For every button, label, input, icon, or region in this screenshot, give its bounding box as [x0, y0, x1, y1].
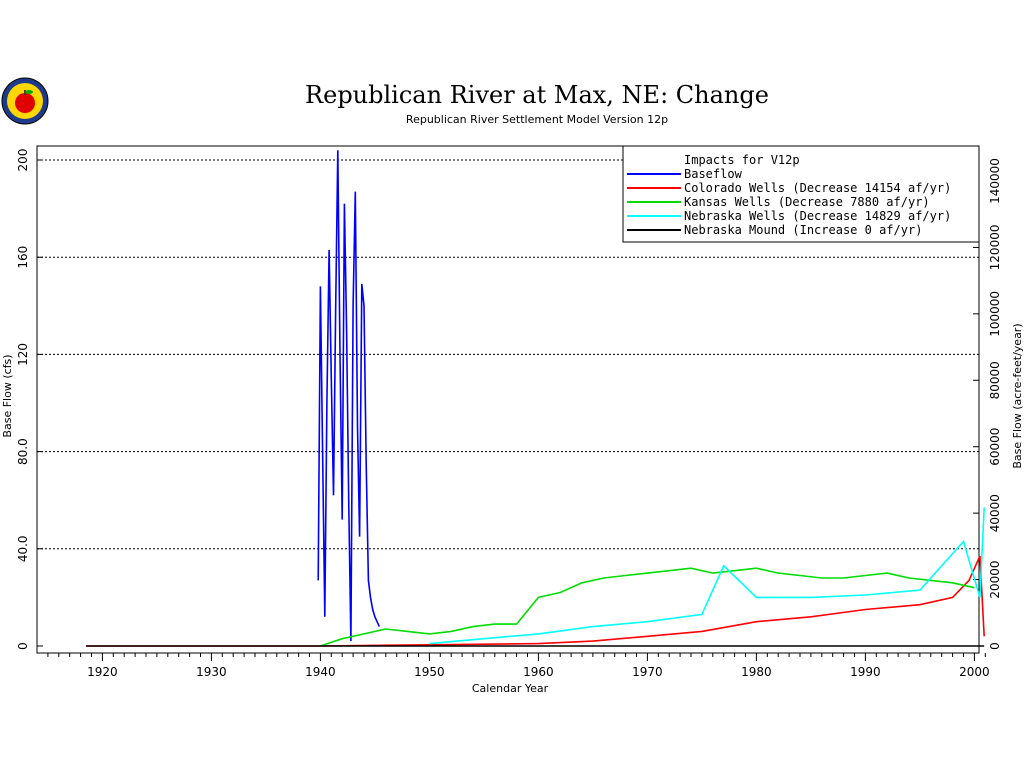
- legend-entry-label: Nebraska Wells (Decrease 14829 af/yr): [684, 209, 951, 223]
- legend-entry-label: Baseflow: [684, 167, 743, 181]
- y2-axis-label: Base Flow (acre-feet/year): [1011, 323, 1024, 468]
- y2-tick-label: 60000: [988, 428, 1002, 466]
- x-tick-label: 1950: [414, 665, 445, 679]
- y2-tick-label: 140000: [988, 158, 1002, 204]
- y2-tick-label: 0: [988, 642, 1002, 650]
- x-axis-label: Calendar Year: [472, 682, 549, 695]
- x-tick-label: 1930: [196, 665, 227, 679]
- plot-area: [36, 145, 980, 654]
- x-tick-label: 1960: [523, 665, 554, 679]
- series-line-baseflow: [317, 150, 381, 642]
- y-tick-label: 120: [16, 343, 30, 366]
- y-tick-label: 0: [16, 642, 30, 650]
- y-tick-label: 40.0: [16, 535, 30, 562]
- chart-title: Republican River at Max, NE: Change: [305, 81, 769, 109]
- legend-entry-label: Kansas Wells (Decrease 7880 af/yr): [684, 195, 930, 209]
- x-tick-label: 1970: [632, 665, 663, 679]
- chart-subtitle: Republican River Settlement Model Versio…: [406, 113, 668, 126]
- y2-tick-label: 100000: [988, 291, 1002, 337]
- x-tick-label: 1980: [741, 665, 772, 679]
- x-tick-label: 1940: [305, 665, 336, 679]
- series-layer: [86, 150, 985, 647]
- y-tick-label: 200: [16, 149, 30, 172]
- x-tick-label: 1990: [850, 665, 881, 679]
- y2-tick-label: 20000: [988, 560, 1002, 598]
- axis-ticks: 040.080.01201602000200004000060000800001…: [16, 149, 1002, 679]
- y-tick-label: 80.0: [16, 438, 30, 465]
- legend-entry-label: Nebraska Mound (Increase 0 af/yr): [684, 223, 922, 237]
- x-tick-label: 2000: [959, 665, 990, 679]
- legend-header: Impacts for V12p: [684, 153, 800, 167]
- legend-entry-label: Colorado Wells (Decrease 14154 af/yr): [684, 181, 951, 195]
- logo: [1, 77, 49, 125]
- y-axis-label: Base Flow (cfs): [1, 354, 14, 437]
- x-tick-label: 1920: [87, 665, 118, 679]
- series-line-nebraska-wells: [429, 507, 985, 645]
- y-tick-label: 160: [16, 246, 30, 269]
- legend-box: [622, 145, 980, 243]
- series-line-kansas-wells: [320, 567, 975, 647]
- y2-tick-label: 40000: [988, 494, 1002, 532]
- y2-tick-label: 80000: [988, 361, 1002, 399]
- y2-tick-label: 120000: [988, 225, 1002, 271]
